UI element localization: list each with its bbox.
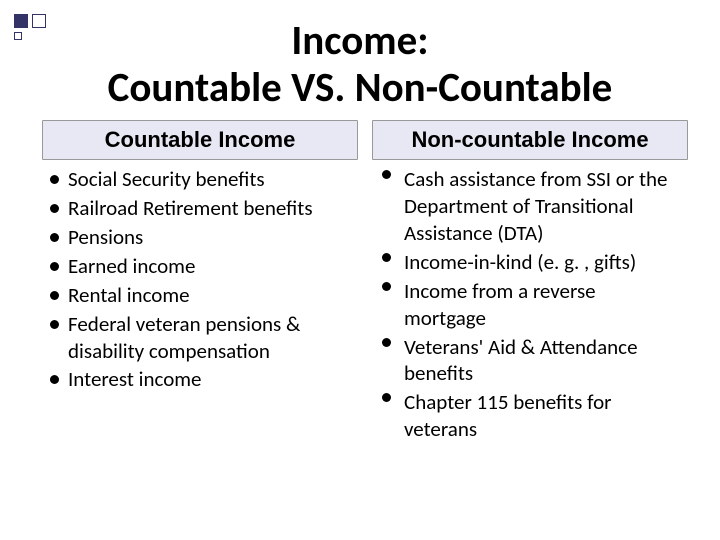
content-columns: Countable Income Social Security benefit… bbox=[0, 112, 720, 445]
list-item: Cash assistance from SSI or the Departme… bbox=[378, 166, 682, 247]
list-item: Rental income bbox=[48, 282, 352, 309]
countable-list: Social Security benefits Railroad Retire… bbox=[42, 164, 358, 393]
noncountable-column: Non-countable Income Cash assistance fro… bbox=[372, 120, 688, 445]
list-item: Railroad Retirement benefits bbox=[48, 195, 352, 222]
deco-square-filled bbox=[14, 14, 28, 28]
list-item: Interest income bbox=[48, 366, 352, 393]
list-item: Income-in-kind (e. g. , gifts) bbox=[378, 249, 682, 276]
countable-column: Countable Income Social Security benefit… bbox=[42, 120, 358, 445]
deco-square-outline bbox=[32, 14, 46, 28]
list-item: Veterans' Aid & Attendance benefits bbox=[378, 334, 682, 388]
title-line-2: Countable VS. Non-Countable bbox=[108, 63, 613, 113]
list-item: Pensions bbox=[48, 224, 352, 251]
noncountable-header: Non-countable Income bbox=[372, 120, 688, 160]
list-item: Social Security benefits bbox=[48, 166, 352, 193]
countable-header: Countable Income bbox=[42, 120, 358, 160]
slide-title: Income: Countable VS. Non-Countable bbox=[0, 0, 720, 112]
list-item: Chapter 115 benefits for veterans bbox=[378, 389, 682, 443]
list-item: Earned income bbox=[48, 253, 352, 280]
deco-square-small bbox=[14, 32, 22, 40]
list-item: Income from a reverse mortgage bbox=[378, 278, 682, 332]
noncountable-list: Cash assistance from SSI or the Departme… bbox=[372, 164, 688, 443]
list-item: Federal veteran pensions & disability co… bbox=[48, 311, 352, 365]
title-line-1: Income: bbox=[291, 16, 428, 66]
